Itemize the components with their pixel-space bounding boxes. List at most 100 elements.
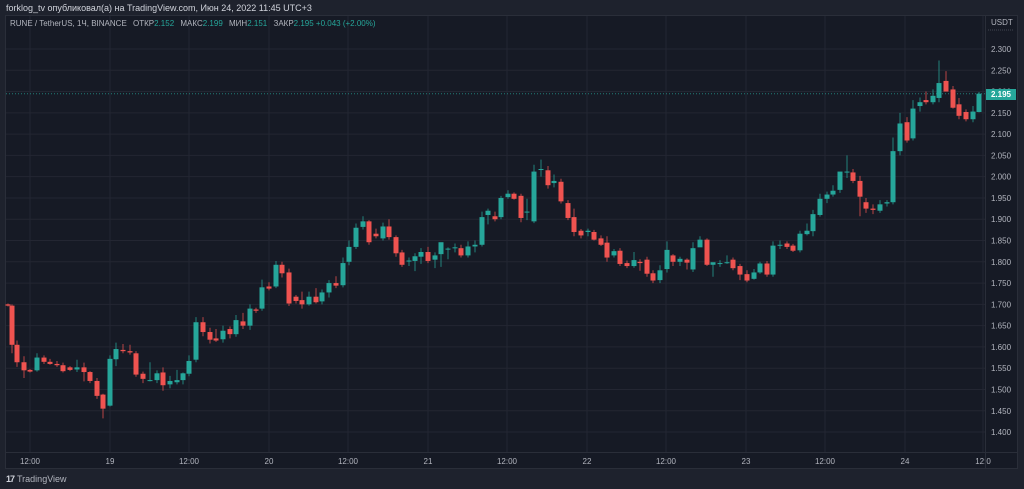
candle-body [611,251,617,256]
candle-body [531,171,537,222]
candle-body [717,263,723,265]
time-axis-tick: 23 [742,457,751,466]
candle-body [346,246,352,262]
price-axis-tick: 2.000 [991,173,1012,182]
candle-body [113,349,119,360]
candle-body [240,321,246,326]
time-axis-tick: 12:00 [20,457,41,466]
close-label: ЗАКР [273,19,294,28]
candle-body [710,262,716,265]
candle-body [127,351,133,353]
tradingview-logo[interactable]: 17 TradingView [6,474,67,484]
time-axis-tick: 20 [265,457,274,466]
candle-body [624,263,630,267]
price-axis-tick: 1.600 [991,343,1012,352]
candle-body [970,111,976,120]
open-label: ОТКР [133,19,155,28]
last-price-tag: 2.195 [986,89,1016,100]
candle-body [293,296,299,301]
candle-body [180,373,186,381]
candle-body [147,380,153,382]
candle-body [286,272,292,304]
candle-body [438,242,444,255]
candle-body [120,349,126,352]
candle-body [200,322,206,333]
currency-label[interactable]: USDT [991,18,1013,27]
price-axis-tick: 2.300 [991,45,1012,54]
candle-body [551,180,557,184]
candle-body [21,362,27,371]
candle-body [393,237,399,254]
candle-body [724,262,730,264]
candle-body [74,367,80,370]
price-axis-tick: 1.700 [991,300,1012,309]
candle-body [591,232,597,240]
candle-body [353,227,359,247]
candle-body [598,238,604,245]
candle-body [167,380,173,385]
candle-body [452,247,458,249]
candle-body [558,181,564,202]
candle-body [877,204,883,211]
candle-body [233,320,239,335]
time-axis-tick: 12:00 [338,457,359,466]
candle-body [664,249,670,270]
candle-body [445,248,451,250]
change-value: +0.043 (+2.00%) [315,19,376,28]
candle-body [863,202,869,209]
candle-body [884,202,890,204]
candle-body [950,89,956,108]
candle-body [193,322,199,360]
candle-body [830,190,836,195]
candle-body [27,369,33,372]
candle-body [306,296,312,305]
candle-body [545,170,551,186]
candle-body [266,286,272,289]
price-axis-tick: 1.450 [991,407,1012,416]
candle-body [617,250,623,264]
candle-body [670,255,676,262]
price-axis-tick: 2.100 [991,130,1012,139]
publisher-line: forklog_tv опубликовал(а) на TradingView… [6,3,312,13]
candle-body [917,102,923,107]
symbol-name[interactable]: RUNE / TetherUS, 1Ч, BINANCE [10,19,127,28]
candle-body [160,372,166,386]
candle-body [797,233,803,251]
candle-body [578,230,584,236]
candle-body [425,252,431,261]
candle-body [5,304,11,306]
candle-body [319,292,325,302]
close-value: 2.195 [293,19,314,28]
price-axis-tick: 2.050 [991,151,1012,160]
tradingview-brand: TradingView [17,474,67,484]
candle-body [399,252,405,265]
candle-body [657,270,663,281]
candle-body [9,305,15,345]
candle-body [14,344,20,363]
candle-body [730,259,736,269]
candle-body [360,221,366,227]
candle-body [479,217,485,245]
candle-body [930,95,936,103]
candle-body [247,308,253,326]
candle-body [498,197,504,218]
candle-body [458,248,464,256]
candle-body [87,372,93,381]
candle-body [326,283,332,293]
candle-body [751,272,757,279]
chart-frame[interactable] [5,15,1018,469]
candle-body [492,216,498,220]
price-axis-tick: 2.250 [991,66,1012,75]
candle-body [565,203,571,218]
candle-body [690,248,696,270]
candle-body [538,169,544,171]
candle-body [850,172,856,181]
candle-body [380,226,386,239]
candle-body [571,217,577,233]
high-label: МАКС [180,19,203,28]
time-axis-tick: 12:0 [975,457,991,466]
candle-body [677,258,683,262]
candle-body [817,198,823,215]
candle-body [697,239,703,248]
